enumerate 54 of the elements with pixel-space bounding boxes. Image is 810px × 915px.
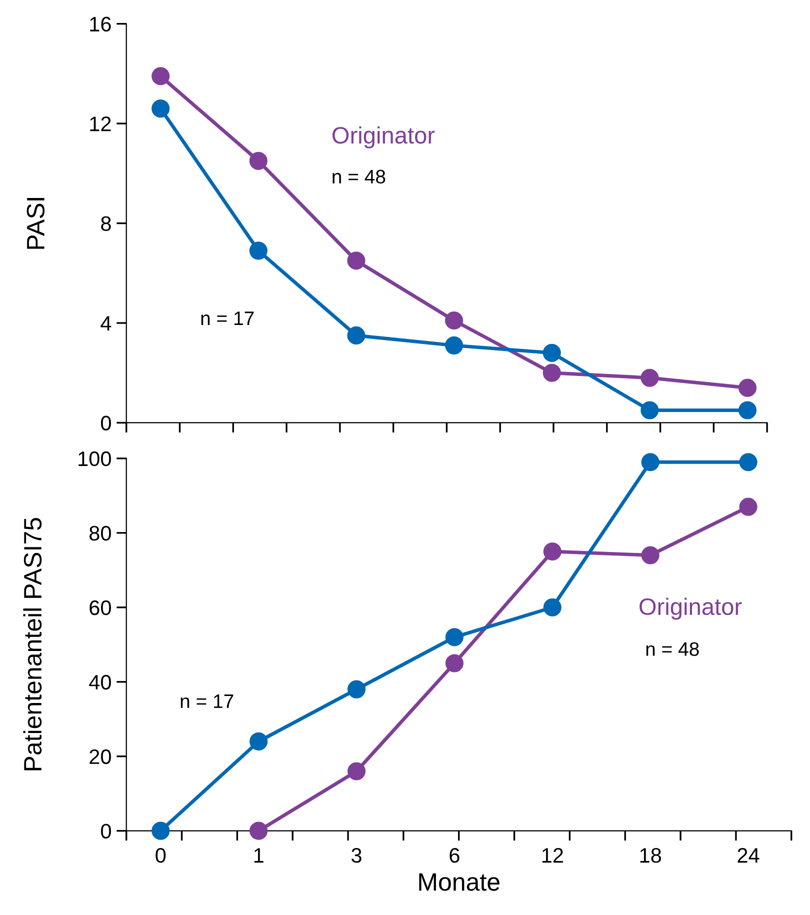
y-tick-label: 80 [90, 526, 111, 541]
point [738, 401, 757, 420]
point [249, 152, 268, 170]
point [250, 822, 268, 840]
point [640, 401, 659, 420]
point [543, 542, 562, 561]
point [250, 732, 268, 750]
annotation: n = 48 [332, 170, 386, 184]
y-tick-label: 0 [101, 416, 111, 430]
y-tick-label: 8 [101, 216, 111, 232]
text: Originator [332, 126, 435, 148]
point [640, 368, 659, 387]
point [347, 762, 366, 780]
point [738, 378, 757, 397]
point [249, 242, 268, 260]
point [347, 252, 366, 270]
y-tick-label: 60 [90, 600, 111, 616]
point [445, 628, 464, 646]
point [543, 598, 562, 616]
x-tick-label: 18 [640, 848, 662, 863]
y-tick-label: 4 [100, 316, 112, 331]
point [347, 680, 366, 698]
point [641, 453, 660, 472]
point [542, 364, 561, 382]
point [739, 498, 758, 516]
annotation: n = 48 [646, 642, 699, 656]
y-tick-label: 20 [90, 749, 111, 764]
x-tick-label: 6 [450, 848, 460, 863]
x-tick-label: 0 [156, 848, 166, 863]
point [641, 546, 660, 564]
point [445, 654, 464, 672]
y-tick-label: 40 [89, 674, 111, 690]
x-tick-label: 3 [352, 848, 362, 863]
x-axis-title: Monate [419, 873, 500, 891]
y-axis-title: Patientenanteil PASI75 [23, 518, 42, 770]
y-axis-title: PASI [26, 198, 45, 249]
point [152, 100, 170, 118]
y-tick-label: 100 [78, 451, 111, 466]
annotation: n = 17 [180, 694, 234, 708]
series-label: Originator [640, 598, 742, 620]
y-tick-label: 12 [90, 116, 111, 132]
point [152, 67, 170, 86]
annotation: n = 17 [201, 312, 254, 325]
x-tick-label: 12 [542, 848, 563, 863]
point [445, 336, 464, 354]
x-tick-label: 24 [738, 848, 760, 863]
point [347, 326, 366, 344]
point [542, 344, 561, 362]
point [152, 822, 170, 840]
x-tick-label: 1 [254, 848, 264, 863]
y-tick-label: 0 [101, 824, 111, 839]
y-tick-label: 16 [90, 16, 111, 32]
point [445, 311, 464, 330]
point [739, 453, 758, 472]
